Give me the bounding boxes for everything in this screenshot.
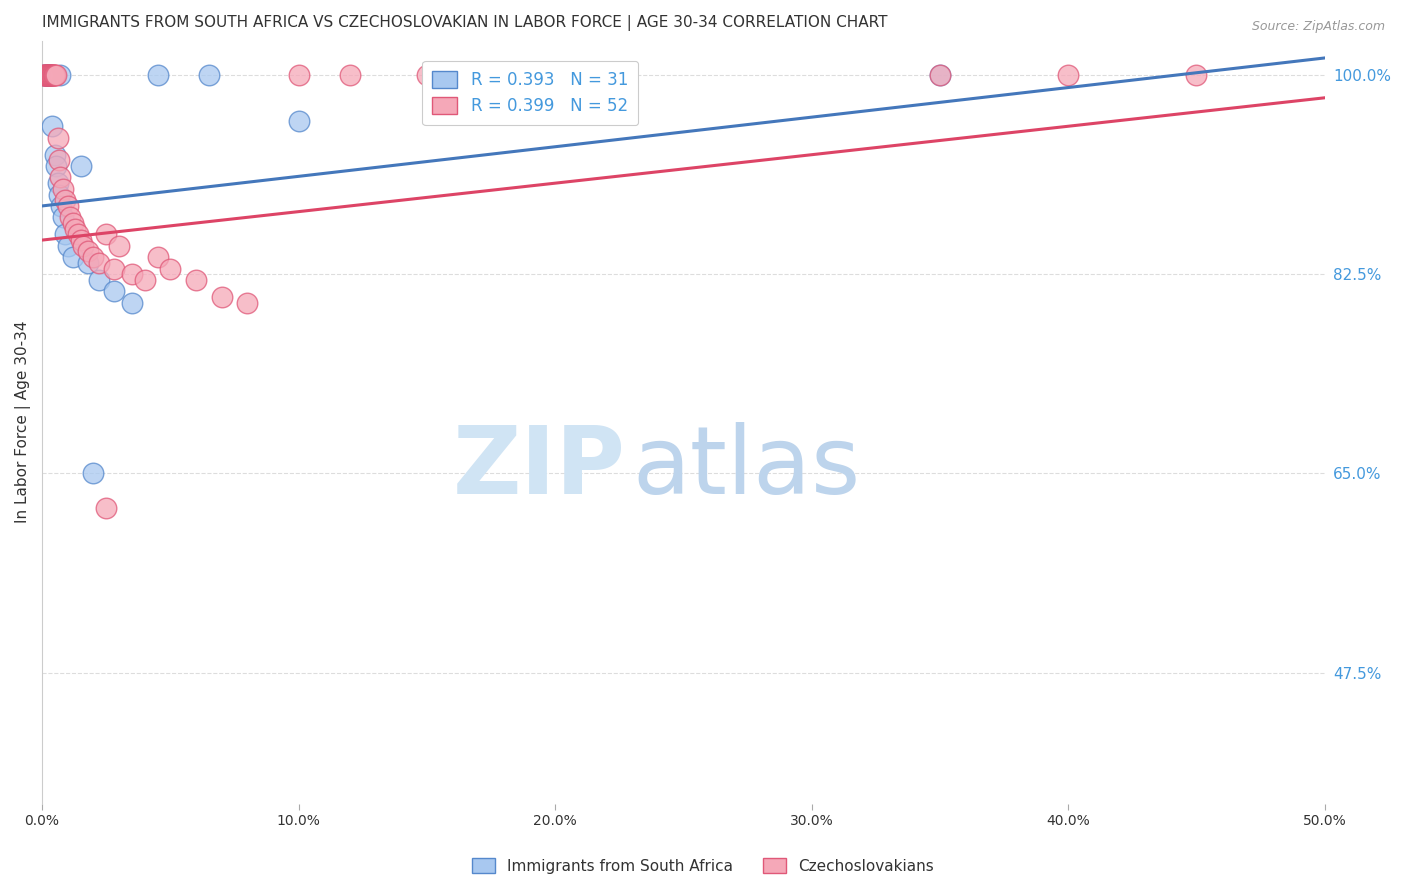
Point — [87, 273, 110, 287]
Point — [46, 176, 69, 190]
Point — [82, 250, 104, 264]
Point — [184, 273, 207, 287]
Point — [96, 227, 118, 242]
Point — [1185, 68, 1208, 82]
Point — [38, 68, 60, 82]
Point — [38, 68, 60, 82]
Legend: R = 0.393   N = 31, R = 0.399   N = 52: R = 0.393 N = 31, R = 0.399 N = 52 — [422, 61, 638, 126]
Point — [134, 273, 156, 287]
Point — [37, 68, 59, 82]
Point — [103, 261, 125, 276]
Point — [41, 120, 63, 134]
Point — [66, 227, 89, 242]
Point — [48, 187, 70, 202]
Point — [56, 199, 79, 213]
Point — [121, 295, 143, 310]
Point — [38, 68, 60, 82]
Point — [49, 68, 72, 82]
Text: IMMIGRANTS FROM SOUTH AFRICA VS CZECHOSLOVAKIAN IN LABOR FORCE | AGE 30-34 CORRE: IMMIGRANTS FROM SOUTH AFRICA VS CZECHOSL… — [42, 15, 887, 31]
Text: Source: ZipAtlas.com: Source: ZipAtlas.com — [1251, 20, 1385, 33]
Text: ZIP: ZIP — [453, 422, 626, 514]
Point — [44, 68, 66, 82]
Point — [59, 211, 82, 225]
Y-axis label: In Labor Force | Age 30-34: In Labor Force | Age 30-34 — [15, 321, 31, 524]
Point — [211, 290, 233, 304]
Point — [146, 68, 169, 82]
Point — [42, 68, 65, 82]
Point — [103, 285, 125, 299]
Point — [35, 68, 58, 82]
Point — [34, 68, 56, 82]
Point — [62, 250, 84, 264]
Point — [65, 221, 87, 235]
Point — [35, 68, 58, 82]
Point — [77, 256, 100, 270]
Point — [39, 68, 62, 82]
Point — [416, 68, 439, 82]
Point — [198, 68, 221, 82]
Point — [159, 261, 181, 276]
Point — [339, 68, 361, 82]
Point — [34, 68, 56, 82]
Text: atlas: atlas — [633, 422, 860, 514]
Point — [53, 227, 76, 242]
Point — [928, 68, 950, 82]
Point — [96, 500, 118, 515]
Point — [77, 244, 100, 259]
Point — [121, 267, 143, 281]
Point — [236, 295, 259, 310]
Point — [46, 130, 69, 145]
Point — [1057, 68, 1080, 82]
Point — [53, 193, 76, 207]
Point — [928, 68, 950, 82]
Point — [45, 68, 67, 82]
Point — [32, 68, 55, 82]
Point — [49, 170, 72, 185]
Point — [69, 233, 91, 247]
Point — [52, 211, 75, 225]
Point — [37, 68, 59, 82]
Point — [146, 250, 169, 264]
Point — [52, 182, 75, 196]
Point — [41, 68, 63, 82]
Point — [82, 467, 104, 481]
Point — [35, 68, 58, 82]
Point — [38, 68, 60, 82]
Point — [51, 199, 73, 213]
Point — [56, 239, 79, 253]
Point — [38, 68, 60, 82]
Point — [32, 68, 55, 82]
Point — [72, 239, 94, 253]
Point — [32, 68, 55, 82]
Point — [37, 68, 59, 82]
Point — [48, 153, 70, 168]
Point — [287, 113, 309, 128]
Point — [34, 68, 56, 82]
Point — [39, 68, 62, 82]
Point — [108, 239, 131, 253]
Point — [39, 68, 62, 82]
Point — [44, 147, 66, 161]
Point — [287, 68, 309, 82]
Point — [38, 68, 60, 82]
Point — [45, 159, 67, 173]
Point — [62, 216, 84, 230]
Point — [44, 68, 66, 82]
Point — [42, 68, 65, 82]
Point — [87, 256, 110, 270]
Point — [35, 68, 58, 82]
Point — [69, 159, 91, 173]
Point — [41, 68, 63, 82]
Legend: Immigrants from South Africa, Czechoslovakians: Immigrants from South Africa, Czechoslov… — [465, 852, 941, 880]
Point — [37, 68, 59, 82]
